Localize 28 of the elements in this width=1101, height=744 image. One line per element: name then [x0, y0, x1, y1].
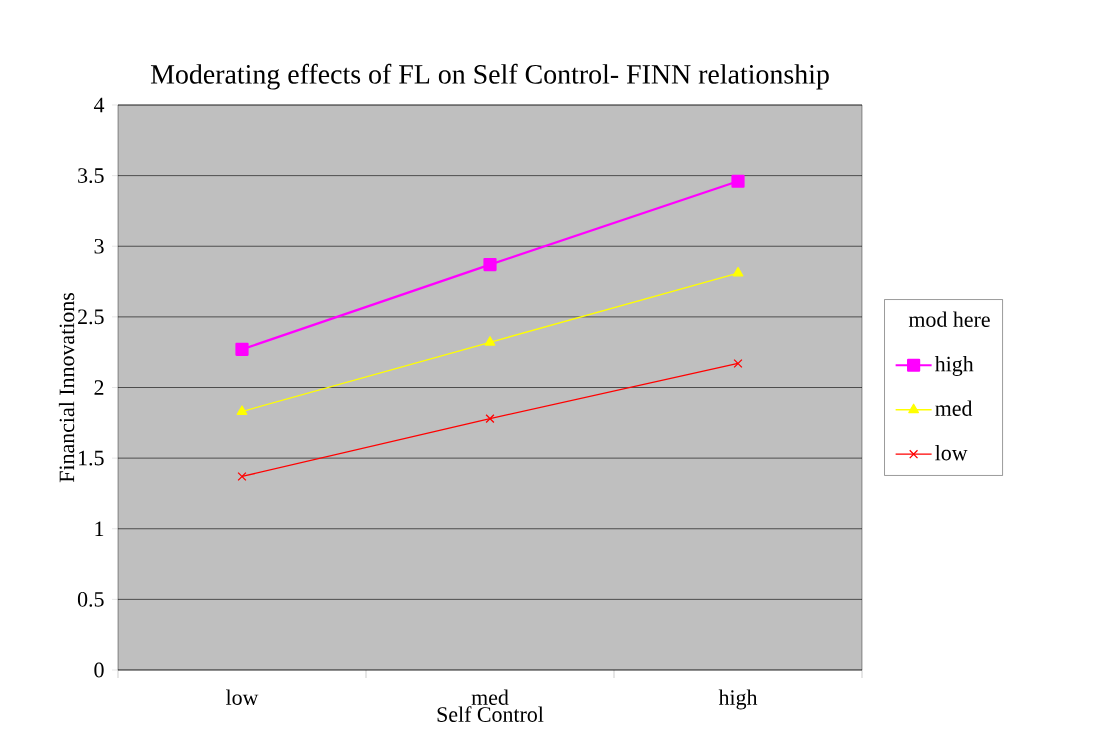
- y-tick-label: 1: [95, 521, 104, 536]
- point: [485, 414, 495, 424]
- legend-label: low: [935, 444, 968, 461]
- legend-label: med: [935, 400, 973, 416]
- y-tick-label: 4: [93, 97, 105, 113]
- y-tick-label: 0.5: [77, 591, 104, 607]
- chart-title: Moderating effects of FL on Self Control- FINN relationship: [150, 63, 829, 90]
- x-tick-label: low: [226, 689, 259, 705]
- y-tick-label: 2.5: [78, 309, 104, 325]
- y-tick-label: 0: [94, 662, 104, 678]
- x-tick-label: med: [471, 689, 509, 705]
- point: [733, 358, 743, 369]
- point: [483, 258, 497, 272]
- x-axis-title: Self Control: [437, 706, 544, 722]
- y-tick-label: 1.5: [79, 450, 104, 466]
- point: [484, 336, 496, 346]
- point: [236, 405, 248, 415]
- y-axis-title: Financial Innovations: [58, 293, 75, 483]
- point: [732, 266, 744, 277]
- y-tick-label: 2: [94, 380, 104, 395]
- legend-label: high: [934, 356, 974, 376]
- x-tick-label: high: [718, 689, 758, 710]
- y-tick-label: 3: [94, 238, 104, 254]
- point: [237, 471, 247, 482]
- y-tick-label: 3.5: [78, 168, 104, 184]
- legend-title: mod here: [908, 311, 990, 327]
- point: [235, 342, 249, 356]
- point: [731, 174, 745, 188]
